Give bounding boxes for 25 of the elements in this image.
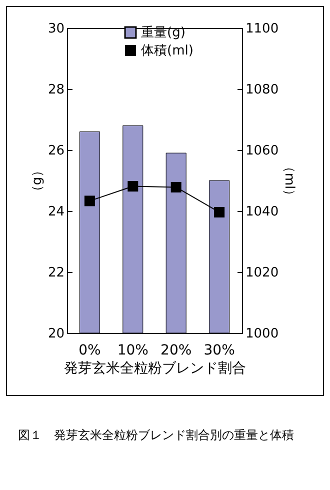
y2-axis-title: （ml） <box>282 160 297 202</box>
y2-tick-label: 1080 <box>246 82 279 98</box>
point <box>214 206 225 218</box>
point <box>84 196 95 206</box>
x-axis-title: 発芽玄米全粒粉ブレンド割合 <box>64 360 246 376</box>
y2-tick-label: 1100 <box>246 22 279 36</box>
y-axis-title: （g） <box>30 164 45 198</box>
x-tick-label: 0% <box>78 342 101 358</box>
x-tick-label: 10% <box>117 342 148 358</box>
y2-tick-label: 1040 <box>246 204 279 220</box>
caption: 図１ 発芽玄米全粒粉ブレンド割合別の重量と体積 <box>18 427 295 444</box>
legend-label: 体積(ml) <box>141 44 194 58</box>
y-tick-label: 26 <box>48 144 64 158</box>
y2-tick-label: 1060 <box>246 144 279 158</box>
point <box>170 182 182 192</box>
y-tick-label: 30 <box>48 22 64 36</box>
y2-tick-label: 1020 <box>246 266 279 280</box>
x-tick-label: 30% <box>204 342 235 358</box>
y-tick-label: 28 <box>48 82 64 98</box>
y-tick-label: 20 <box>48 326 64 342</box>
point <box>128 181 138 192</box>
x-tick-label: 20% <box>160 342 192 358</box>
y2-tick-label: 1000 <box>246 326 279 342</box>
y-tick-label: 22 <box>48 266 64 280</box>
y-tick-label: 24 <box>48 204 64 220</box>
